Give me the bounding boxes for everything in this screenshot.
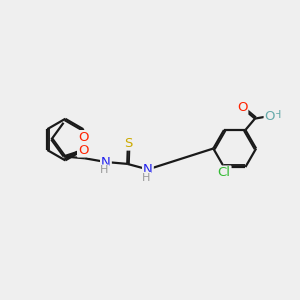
Text: Cl: Cl [218, 167, 230, 179]
Text: O: O [265, 110, 275, 122]
Text: H: H [142, 173, 151, 183]
Text: O: O [78, 143, 88, 157]
Text: O: O [237, 101, 247, 114]
Text: O: O [78, 131, 88, 144]
Text: N: N [143, 163, 153, 176]
Text: N: N [101, 155, 111, 169]
Text: S: S [124, 136, 132, 150]
Text: H: H [273, 110, 281, 119]
Text: H: H [100, 165, 109, 175]
